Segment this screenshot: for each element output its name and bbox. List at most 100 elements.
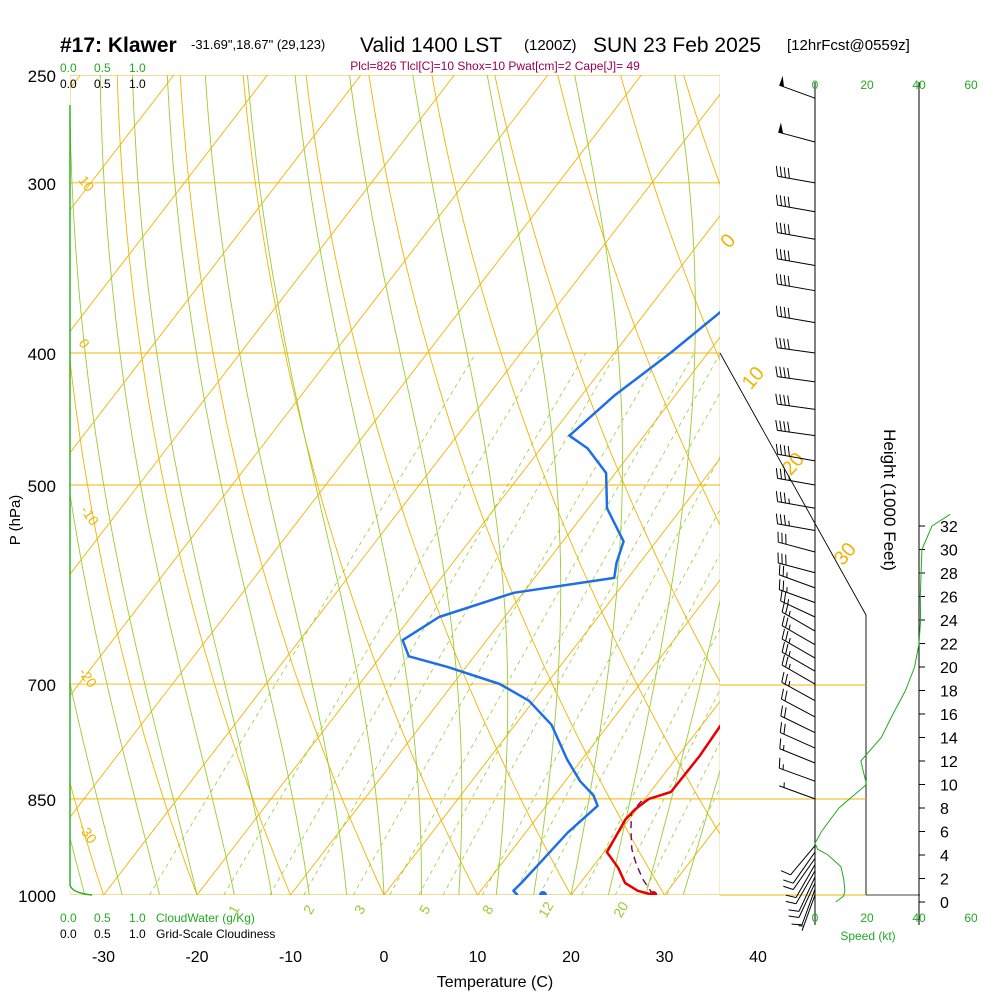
height-tick-label: 14	[940, 731, 958, 748]
wind-barb	[776, 274, 815, 291]
wind-barb-feather	[782, 672, 784, 682]
wind-barb-shaft	[779, 85, 815, 98]
wind-barb	[776, 337, 815, 353]
wind-barb	[781, 706, 815, 733]
wind-barb-feather	[786, 644, 788, 654]
header-station: #17: Klawer	[60, 34, 177, 57]
wind-barb-feather	[785, 674, 787, 684]
speed-tick-top: 0	[812, 78, 819, 92]
header-zulu: (1200Z)	[524, 37, 577, 54]
wind-barb	[782, 602, 815, 631]
wind-barb	[776, 491, 815, 508]
wind-barb-feather	[776, 444, 777, 454]
wind-barb-shaft	[779, 575, 815, 588]
wind-barb	[781, 689, 815, 717]
wind-barb-feather	[784, 250, 785, 260]
isotherm-line	[852, 75, 1000, 895]
wind-barb-feather	[788, 308, 789, 318]
black-scale-bottom-2: 1.0	[129, 927, 146, 941]
surface-temperature-marker	[649, 891, 657, 899]
wind-barb-half-feather	[789, 475, 790, 480]
height-axis-title: Height (1000 Feet)	[880, 429, 899, 571]
wind-barb	[781, 846, 815, 875]
wind-barb-feather	[781, 591, 783, 601]
green-scale-bottom-2: 1.0	[129, 911, 146, 925]
wind-barb-feather	[788, 368, 790, 378]
wind-barb-shaft	[779, 768, 815, 781]
wind-barb-feather	[779, 564, 780, 574]
wind-barb	[776, 195, 815, 212]
wind-barb-feather	[780, 249, 781, 259]
wind-barb	[776, 394, 815, 410]
stability-indices: Plcl=826 Tlcl[C]=10 Shox=10 Pwat[cm]=2 C…	[350, 59, 640, 73]
black-scale-top-2: 1.0	[129, 77, 146, 91]
right-curve-label: 0	[716, 230, 740, 253]
wind-barb-half-feather	[789, 664, 790, 669]
wind-barb-shaft	[778, 524, 815, 531]
wind-barb-feather	[784, 275, 785, 285]
wind-barb-feather	[784, 167, 785, 177]
wind-barb-feather	[784, 367, 786, 377]
wind-barb-feather	[781, 706, 783, 716]
surface-dewpoint-marker	[539, 891, 547, 899]
wind-barb-feather	[780, 394, 782, 404]
black-scale-bottom-1: 0.5	[94, 927, 111, 941]
tropopause-line	[720, 353, 866, 895]
temperature-tick-label: 30	[656, 949, 674, 966]
height-tick-label: 10	[940, 778, 958, 795]
right-curve-label: 10	[738, 363, 769, 394]
wind-barb-feather	[776, 337, 778, 347]
wind-barb-shaft	[778, 176, 815, 183]
temperature-tick-label: -30	[92, 949, 115, 966]
wind-barb-feather	[780, 306, 781, 316]
wind-barb-feather	[784, 515, 785, 525]
wind-barb-feather	[780, 514, 781, 524]
height-tick-label: 28	[940, 566, 958, 583]
temperature-tick-label: 20	[562, 949, 580, 966]
height-tick-label: 8	[940, 801, 949, 818]
height-tick-label: 20	[940, 660, 958, 677]
x-axis-title: Temperature (C)	[437, 974, 553, 991]
wind-barb-feather	[780, 445, 781, 455]
wind-barb-feather	[789, 916, 799, 918]
wind-barb-feather	[788, 224, 789, 234]
wind-barb-feather	[784, 395, 786, 405]
wind-barb-feather	[782, 629, 784, 639]
wind-barb-feather	[776, 420, 778, 430]
mixing-ratio-label: 8	[479, 902, 497, 917]
height-tick-label: 24	[940, 613, 958, 630]
pressure-tick-label: 250	[28, 67, 56, 86]
wind-barb-shaft	[778, 132, 815, 142]
wind-barb	[780, 722, 815, 748]
wind-barb-feather	[784, 339, 786, 349]
dry-adiabat-line	[925, 51, 1000, 895]
wind-barb-feather	[780, 492, 781, 502]
y-axis-title: P (hPa)	[7, 495, 24, 546]
wind-barb-feather	[780, 738, 781, 748]
wind-barb-shaft	[780, 733, 815, 748]
height-tick-label: 30	[940, 543, 958, 560]
wind-barb-shaft	[777, 377, 815, 382]
wind-speed-profile-line	[815, 514, 950, 902]
wind-barb-feather	[788, 395, 790, 405]
wind-barb-feather	[784, 307, 785, 317]
height-tick-label: 26	[940, 590, 958, 607]
pressure-tick-label: 500	[28, 477, 56, 496]
temperature-tick-label: -10	[279, 949, 302, 966]
wind-barb	[780, 738, 815, 763]
wind-barb-feather	[776, 394, 778, 404]
wind-barb-shaft	[777, 348, 815, 353]
temperature-tick-label: 40	[749, 949, 767, 966]
moist-adiabat-line	[721, 63, 968, 895]
wind-barb	[776, 249, 815, 266]
dry-adiabat-line	[987, 51, 1000, 895]
wind-barb-feather	[780, 338, 782, 348]
wind-barb-feather	[784, 224, 785, 234]
wind-barb-shaft	[778, 502, 815, 509]
wind-barb-feather	[782, 655, 784, 665]
wind-barb-feather	[789, 910, 799, 912]
wind-barb-feather	[776, 514, 777, 524]
wind-barb-feather	[780, 274, 781, 284]
wind-barb-feather	[784, 196, 785, 206]
